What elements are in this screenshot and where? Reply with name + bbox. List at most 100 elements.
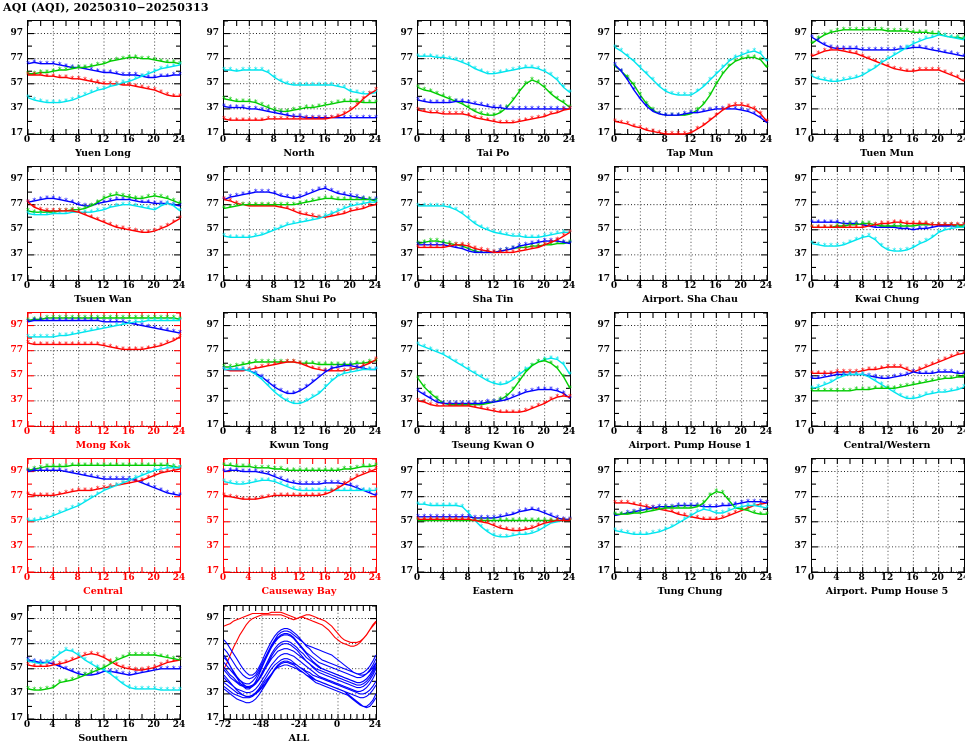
svg-text:*: * — [273, 388, 277, 397]
svg-text:*: * — [70, 63, 74, 72]
svg-text:*: * — [473, 369, 477, 378]
svg-text:*: * — [330, 113, 334, 122]
svg-text:*: * — [355, 193, 359, 202]
svg-text:*: * — [416, 397, 420, 406]
svg-text:*: * — [486, 247, 490, 256]
svg-text:*: * — [524, 116, 528, 125]
svg-text:*: * — [613, 43, 617, 52]
svg-text:*: * — [153, 666, 157, 675]
svg-text:*: * — [962, 223, 965, 232]
svg-text:*: * — [58, 678, 62, 687]
svg-text:*: * — [429, 512, 433, 521]
svg-text:*: * — [492, 531, 496, 540]
svg-text:*: * — [899, 218, 903, 227]
svg-text:*: * — [727, 105, 731, 114]
svg-text:*: * — [626, 52, 630, 61]
svg-text:*: * — [39, 316, 43, 325]
y-tick-label: 77 — [400, 344, 413, 355]
svg-text:*: * — [32, 71, 36, 80]
svg-text:*: * — [165, 664, 169, 673]
svg-text:*: * — [962, 220, 965, 229]
svg-text:*: * — [336, 486, 340, 495]
chart-panel: * * * * * * * * * * * * * * * * * * * * * * * * * * * * * * * * * * * * * * * *… — [587, 15, 772, 159]
svg-text:*: * — [77, 74, 81, 83]
svg-text:*: * — [121, 480, 125, 489]
svg-text:*: * — [222, 204, 226, 213]
svg-text:*: * — [492, 407, 496, 416]
svg-text:*: * — [134, 651, 138, 660]
svg-text:*: * — [823, 223, 827, 232]
svg-text:*: * — [140, 194, 144, 203]
svg-text:*: * — [285, 115, 289, 124]
svg-text:*: * — [178, 207, 182, 216]
svg-text:*: * — [498, 103, 502, 112]
svg-text:*: * — [835, 242, 839, 251]
svg-text:*: * — [460, 502, 464, 511]
svg-text:*: * — [733, 504, 737, 513]
svg-text:*: * — [638, 509, 642, 518]
svg-text:*: * — [266, 68, 270, 77]
svg-text:*: * — [45, 662, 49, 671]
svg-text:*: * — [115, 56, 119, 65]
svg-text:*: * — [317, 365, 321, 374]
svg-text:*: * — [429, 394, 433, 403]
svg-text:*: * — [911, 394, 915, 403]
svg-text:*: * — [235, 466, 239, 475]
svg-text:*: * — [441, 202, 445, 211]
svg-text:*: * — [924, 66, 928, 75]
svg-text:*: * — [645, 507, 649, 516]
svg-text:*: * — [140, 83, 144, 92]
svg-text:*: * — [140, 651, 144, 660]
svg-text:*: * — [467, 402, 471, 411]
svg-text:*: * — [632, 509, 636, 518]
svg-text:*: * — [228, 466, 232, 475]
y-tick-label: 77 — [10, 52, 23, 63]
svg-text:*: * — [89, 66, 93, 75]
svg-text:*: * — [511, 531, 515, 540]
y-tick-label: 57 — [794, 223, 807, 234]
svg-text:*: * — [64, 677, 68, 686]
svg-text:*: * — [949, 224, 953, 233]
x-tick-label: 8 — [270, 573, 277, 583]
x-tick-label: 12 — [486, 135, 500, 145]
svg-text:*: * — [708, 515, 712, 524]
svg-text:*: * — [140, 321, 144, 330]
x-tick-label: 4 — [245, 135, 252, 145]
svg-text:*: * — [165, 489, 169, 498]
svg-text:*: * — [374, 198, 378, 207]
svg-text:*: * — [848, 219, 852, 228]
x-tick-label: 20 — [343, 427, 356, 437]
svg-text:*: * — [266, 463, 270, 472]
svg-text:*: * — [441, 98, 445, 107]
svg-text:*: * — [962, 349, 965, 358]
chart-panel: * * * * * * * * * * * * * * * * * * * * * * * * * * * * * * * * * * * * * * * *… — [0, 453, 185, 597]
svg-text:*: * — [102, 486, 106, 495]
svg-text:*: * — [892, 27, 896, 36]
svg-text:*: * — [108, 484, 112, 493]
svg-text:*: * — [235, 361, 239, 370]
svg-text:*: * — [956, 220, 960, 229]
svg-text:*: * — [285, 200, 289, 209]
y-tick-label: 77 — [206, 637, 219, 648]
plot-area: ****************************************… — [26, 312, 182, 427]
svg-text:*: * — [714, 79, 718, 88]
svg-text:*: * — [228, 492, 232, 501]
plot-area: ****************************************… — [416, 312, 572, 427]
y-tick-label: 17 — [400, 128, 413, 138]
svg-text:*: * — [121, 461, 125, 470]
y-tick-label: 17 — [206, 420, 219, 430]
svg-text:*: * — [165, 314, 169, 323]
svg-text:*: * — [511, 244, 515, 253]
x-tick-label: 12 — [96, 720, 110, 730]
svg-text:*: * — [829, 371, 833, 380]
svg-text:*: * — [254, 370, 258, 379]
x-tick-label: 0 — [219, 427, 227, 437]
svg-text:*: * — [285, 79, 289, 88]
svg-text:*: * — [178, 199, 182, 208]
svg-text:*: * — [886, 374, 890, 383]
chart-panel: * * * * * * * * * * * * * * * * * * * * * * * * * * * * * * * * * * * * * * * *… — [587, 453, 772, 597]
svg-text:*: * — [121, 663, 125, 672]
svg-text:*: * — [479, 516, 483, 525]
x-tick-label: 4 — [833, 281, 840, 291]
x-tick-label: 24 — [368, 720, 382, 730]
